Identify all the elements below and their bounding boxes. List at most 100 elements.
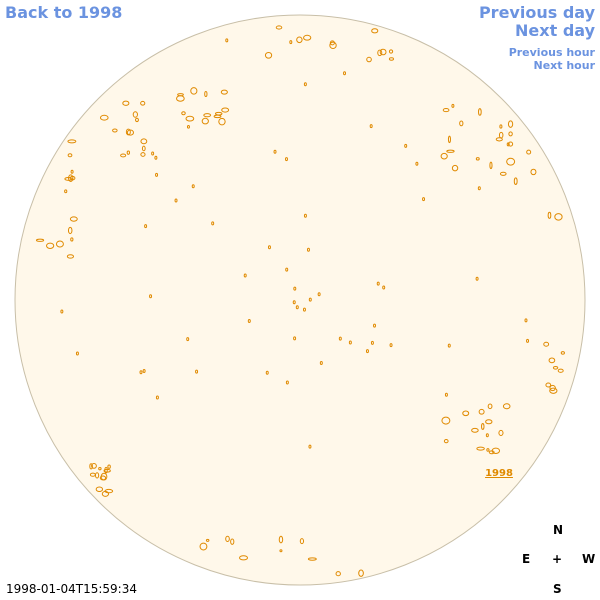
contour bbox=[144, 224, 148, 229]
contour bbox=[70, 169, 74, 174]
contour bbox=[299, 538, 305, 545]
contour bbox=[89, 463, 93, 470]
contour bbox=[379, 48, 387, 56]
contour bbox=[369, 124, 373, 129]
contour bbox=[64, 177, 73, 181]
solar-disk bbox=[14, 14, 586, 586]
contour bbox=[358, 569, 364, 577]
contour bbox=[303, 213, 307, 218]
contour bbox=[126, 129, 134, 136]
contour bbox=[75, 351, 79, 356]
contour bbox=[306, 247, 310, 252]
contour bbox=[459, 120, 464, 127]
contour bbox=[139, 370, 143, 375]
contour bbox=[199, 542, 208, 551]
contour bbox=[495, 137, 503, 142]
back-link[interactable]: Back to 1998 bbox=[5, 3, 123, 22]
contour bbox=[329, 41, 337, 50]
next-day-link[interactable]: Next day bbox=[515, 21, 595, 40]
contour bbox=[264, 51, 273, 59]
contour bbox=[506, 157, 516, 166]
contour bbox=[46, 242, 55, 249]
contour bbox=[524, 318, 528, 323]
contour bbox=[443, 439, 449, 444]
contour bbox=[204, 90, 208, 98]
compass-east: E bbox=[522, 552, 531, 566]
contour bbox=[285, 267, 289, 272]
contour bbox=[499, 124, 503, 129]
contour bbox=[221, 107, 230, 113]
contour bbox=[302, 307, 306, 312]
contour bbox=[388, 49, 394, 54]
contour bbox=[203, 113, 212, 118]
compass-north: N bbox=[553, 523, 564, 537]
contour bbox=[141, 145, 146, 152]
contour bbox=[135, 117, 139, 123]
contour bbox=[273, 149, 277, 154]
contour bbox=[225, 38, 229, 43]
contour bbox=[94, 472, 100, 479]
contour bbox=[140, 138, 148, 145]
contour bbox=[99, 114, 109, 121]
contour bbox=[307, 557, 317, 561]
next-hour-link[interactable]: Next hour bbox=[533, 59, 596, 72]
contour bbox=[66, 254, 75, 259]
contour bbox=[69, 175, 76, 181]
contours bbox=[35, 25, 565, 577]
previous-hour-link[interactable]: Previous hour bbox=[508, 46, 595, 59]
contour bbox=[70, 237, 74, 242]
contour bbox=[388, 57, 395, 61]
contour bbox=[389, 343, 393, 348]
contour bbox=[513, 177, 518, 185]
contour bbox=[142, 369, 146, 374]
contour bbox=[478, 408, 485, 415]
contour bbox=[213, 114, 222, 119]
contour bbox=[55, 240, 64, 248]
contour bbox=[444, 392, 448, 397]
contour bbox=[140, 100, 146, 106]
contour bbox=[186, 125, 190, 129]
contour bbox=[477, 186, 481, 191]
contour bbox=[295, 305, 299, 310]
contour bbox=[279, 549, 283, 553]
contour bbox=[485, 433, 489, 438]
contour bbox=[211, 221, 215, 226]
contour bbox=[112, 128, 118, 133]
contour bbox=[489, 161, 493, 170]
contour bbox=[239, 555, 248, 561]
contour bbox=[126, 150, 131, 155]
contour bbox=[422, 197, 426, 202]
contour bbox=[543, 341, 550, 347]
contour bbox=[69, 216, 78, 222]
contour bbox=[151, 151, 155, 156]
contour bbox=[149, 294, 153, 299]
contour bbox=[220, 89, 228, 95]
contour bbox=[526, 338, 530, 343]
contour bbox=[498, 131, 504, 139]
contour bbox=[447, 343, 451, 348]
contour bbox=[366, 56, 372, 63]
contour bbox=[293, 336, 297, 341]
contour bbox=[365, 349, 369, 354]
contour bbox=[319, 361, 323, 366]
contour bbox=[293, 286, 297, 291]
contour bbox=[267, 245, 271, 250]
contour bbox=[440, 152, 448, 160]
previous-day-link[interactable]: Previous day bbox=[478, 3, 595, 22]
contour bbox=[243, 273, 247, 278]
contour bbox=[308, 297, 312, 302]
contour bbox=[122, 100, 130, 106]
contour bbox=[481, 423, 485, 430]
contour bbox=[371, 28, 379, 34]
contour bbox=[476, 446, 485, 451]
contour bbox=[68, 174, 74, 182]
contour bbox=[343, 71, 347, 76]
contour bbox=[549, 387, 558, 394]
contour bbox=[101, 490, 110, 497]
contour bbox=[506, 142, 510, 147]
contour bbox=[485, 419, 493, 425]
disk-link[interactable]: 1998 bbox=[485, 468, 513, 479]
contour bbox=[225, 535, 230, 543]
